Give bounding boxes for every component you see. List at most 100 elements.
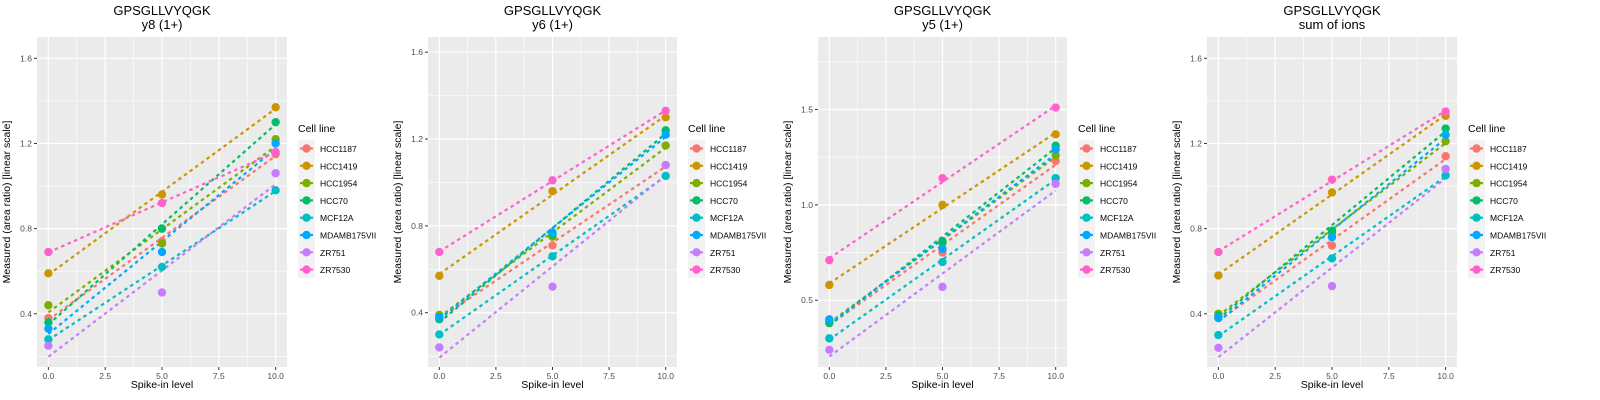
x-tick-label: 0.0 <box>823 371 835 381</box>
data-point-zr751 <box>44 341 53 350</box>
data-point-zr7530 <box>1051 103 1060 112</box>
data-point-hcc1954 <box>157 239 167 248</box>
legend-key-hcc1419 <box>302 161 311 170</box>
fit-line-hcc1187 <box>1217 158 1447 322</box>
data-point-hcc70 <box>1327 226 1337 235</box>
data-point-zr751 <box>548 282 557 291</box>
data-point-hcc1187 <box>1327 241 1337 250</box>
legend-label: HCC1954 <box>710 179 748 189</box>
legend-label: ZR7530 <box>320 265 351 275</box>
data-point-zr751 <box>1327 281 1337 291</box>
chart-subtitle: y8 (1+) <box>142 17 183 32</box>
data-point-zr7530 <box>1214 247 1223 257</box>
legend-key-hcc1187 <box>1082 144 1091 153</box>
data-point-hcc1419 <box>1214 271 1223 280</box>
fit-line-hcc1419 <box>1217 113 1447 276</box>
legend-key-zr751 <box>1082 248 1091 257</box>
legend-key-mcf12a <box>1472 213 1481 222</box>
y-tick-label: 0.8 <box>20 224 32 234</box>
x-tick-label: 7.5 <box>213 371 225 381</box>
y-tick-label: 0.4 <box>20 309 32 319</box>
data-point-hcc70 <box>271 117 280 127</box>
legend-key-zr7530 <box>302 265 311 274</box>
data-point-hcc1419 <box>271 103 280 112</box>
y-tick-label: 0.5 <box>801 295 813 305</box>
legend-key-zr7530 <box>1082 265 1091 274</box>
legend-title: Cell line <box>1468 123 1506 135</box>
data-point-mcf12a <box>1441 171 1450 180</box>
data-point-zr751 <box>1214 343 1223 353</box>
legend-key-mdamb175vii <box>302 230 311 240</box>
data-point-hcc1419 <box>1051 130 1060 139</box>
data-point-zr7530 <box>661 106 670 116</box>
data-point-mcf12a <box>1214 330 1223 340</box>
x-axis-label: Spike-in level <box>911 379 973 391</box>
data-point-hcc1419 <box>44 269 53 278</box>
data-point-hcc1419 <box>938 200 947 210</box>
data-point-zr751 <box>1441 164 1450 174</box>
chart-title: GPSGLLVYQGK <box>1283 3 1381 18</box>
data-point-mcf12a <box>548 252 557 261</box>
legend-key-hcc1419 <box>1082 161 1091 170</box>
x-axis-label: Spike-in level <box>521 379 583 391</box>
legend-title: Cell line <box>688 123 726 135</box>
fit-line-hcc70 <box>47 123 277 326</box>
legend-label: HCC70 <box>710 196 738 206</box>
legend-key-mdamb175vii <box>1082 230 1091 240</box>
legend-key-mcf12a <box>692 213 701 222</box>
legend-label: MDAMB175VII <box>1100 231 1156 241</box>
data-point-zr7530 <box>1441 107 1450 116</box>
legend-key-zr7530 <box>1472 265 1481 274</box>
data-point-hcc70 <box>1441 124 1450 133</box>
fit-line-zr751 <box>828 189 1057 358</box>
data-point-zr7530 <box>44 247 53 257</box>
y-tick-label: 0.4 <box>411 308 423 318</box>
data-point-hcc1419 <box>825 280 834 290</box>
x-tick-label: 10.0 <box>1047 371 1064 381</box>
fit-line-hcc1187 <box>828 163 1057 326</box>
legend-label: HCC70 <box>1100 196 1128 206</box>
data-point-mdamb175vii <box>1441 130 1450 140</box>
chart-subtitle: y6 (1+) <box>532 17 573 32</box>
data-point-mcf12a <box>271 186 280 195</box>
legend-label: MCF12A <box>710 213 744 223</box>
legend-label: HCC1954 <box>1490 179 1528 189</box>
legend-key-hcc1419 <box>1472 161 1481 170</box>
data-point-hcc1419 <box>157 190 167 199</box>
y-tick-label: 0.4 <box>1190 309 1202 319</box>
data-point-zr7530 <box>1327 175 1337 184</box>
data-point-zr7530 <box>825 255 834 265</box>
x-tick-label: 7.5 <box>1383 371 1395 381</box>
x-tick-label: 5.0 <box>937 371 949 381</box>
chart-title: GPSGLLVYQGK <box>113 3 211 18</box>
data-point-mdamb175vii <box>435 312 444 322</box>
y-tick-label: 1.2 <box>411 134 423 144</box>
legend-key-mcf12a <box>1082 213 1091 222</box>
chart-subtitle: y5 (1+) <box>922 17 963 32</box>
data-point-zr751 <box>938 282 947 292</box>
data-point-zr751 <box>435 343 444 352</box>
legend-key-zr751 <box>1472 248 1481 257</box>
legend-key-mdamb175vii <box>1472 230 1481 240</box>
legend-key-hcc70 <box>1472 196 1481 205</box>
legend-label: MDAMB175VII <box>1490 231 1546 241</box>
x-tick-label: 0.0 <box>42 371 54 381</box>
data-point-hcc1419 <box>435 271 444 281</box>
legend-key-hcc1954 <box>1472 178 1481 188</box>
data-point-hcc1954 <box>44 301 53 310</box>
legend-label: MDAMB175VII <box>320 231 376 241</box>
data-point-mdamb175vii <box>548 228 557 237</box>
data-point-zr7530 <box>157 198 167 208</box>
data-point-hcc1419 <box>661 113 670 122</box>
data-point-hcc70 <box>157 224 167 233</box>
legend-key-hcc1954 <box>1082 178 1091 188</box>
x-tick-label: 10.0 <box>267 371 284 381</box>
legend-label: MDAMB175VII <box>710 231 766 241</box>
data-point-zr7530 <box>938 173 947 183</box>
data-point-zr7530 <box>271 147 280 157</box>
y-axis-label: Measured (area ratio) [linear scale] <box>1 121 13 284</box>
legend-label: HCC1187 <box>320 144 357 154</box>
